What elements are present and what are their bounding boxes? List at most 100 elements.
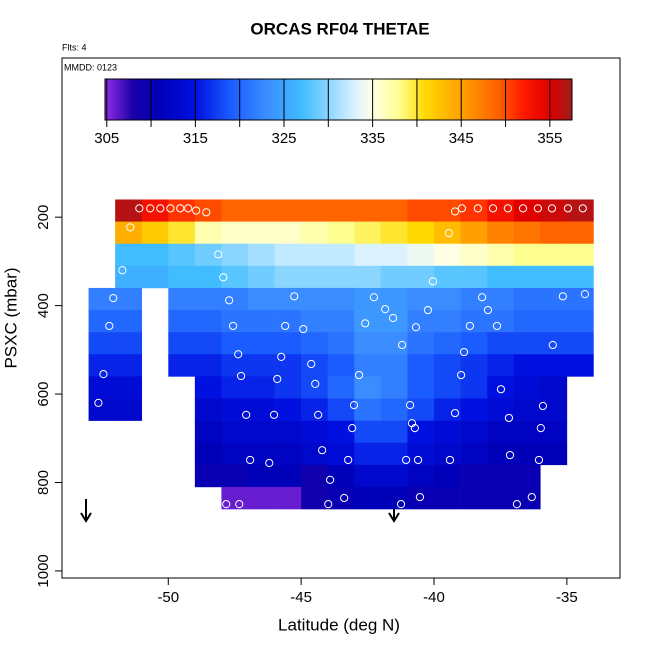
sample-point	[547, 204, 557, 213]
sample-point	[398, 340, 407, 350]
sample-point	[109, 294, 118, 303]
sample-point	[99, 370, 108, 379]
heatmap-cell	[168, 265, 196, 289]
heatmap-cell	[221, 442, 249, 466]
heatmap-cell	[248, 398, 275, 421]
heatmap-cell	[168, 354, 196, 377]
heatmap-cell	[194, 310, 222, 333]
sample-point	[415, 492, 425, 502]
sample-point	[413, 455, 423, 465]
sample-point	[265, 458, 274, 468]
heatmap-cell	[354, 442, 382, 466]
sample-point	[457, 370, 466, 380]
heatmap-cell	[407, 287, 435, 311]
y-tick-label: 800	[35, 470, 52, 495]
heatmap-cell	[354, 376, 382, 399]
heatmap-cell	[434, 221, 461, 245]
heatmap-cell	[487, 464, 515, 488]
y-tick-label: 200	[35, 205, 52, 230]
sample-point	[290, 292, 299, 301]
colorbar-tick-label: 355	[537, 130, 562, 147]
sample-point	[214, 250, 223, 259]
heatmap-cell	[274, 221, 302, 245]
sample-point	[457, 204, 466, 213]
heatmap-cell	[248, 420, 275, 443]
sample-point	[234, 350, 243, 359]
heatmap-cell	[168, 287, 196, 311]
sample-point	[281, 321, 290, 331]
sample-point	[450, 207, 460, 216]
sample-point	[118, 266, 127, 275]
heatmap-cell	[221, 243, 249, 267]
heatmap-cell	[327, 376, 355, 399]
sample-point	[222, 500, 231, 509]
heatmap-cell	[327, 354, 355, 377]
heatmap-cell	[513, 221, 541, 245]
heatmap-cell	[487, 287, 515, 311]
heatmap-cell	[115, 243, 143, 267]
heatmap-cell	[487, 442, 515, 466]
heatmap-cell	[327, 221, 355, 245]
sample-point	[235, 500, 244, 509]
heatmap-cell	[566, 265, 594, 289]
heatmap-cell	[327, 265, 355, 289]
heatmap-cell	[487, 221, 515, 245]
heatmap-cell	[566, 354, 594, 377]
heatmap-cell	[434, 287, 461, 311]
sample-point	[505, 450, 515, 460]
heatmap-cell	[194, 464, 222, 488]
heatmap-cell	[407, 376, 435, 399]
heatmap-cell	[380, 221, 408, 245]
heatmap-cell	[566, 287, 594, 311]
sample-point	[242, 410, 251, 419]
heatmap-cell	[460, 464, 488, 488]
heatmap-cell	[513, 354, 541, 377]
sample-point	[483, 305, 493, 315]
y-tick-label: 400	[35, 293, 52, 318]
sample-point	[410, 424, 419, 433]
sample-point	[166, 204, 175, 213]
sample-point	[135, 204, 144, 213]
heatmap-cell	[354, 310, 382, 333]
x-tick-label: -35	[556, 589, 578, 606]
sample-point	[402, 455, 411, 465]
sample-point	[445, 455, 455, 465]
x-tick-label: -40	[423, 589, 445, 606]
sample-point	[580, 290, 590, 299]
heatmap-cell	[487, 332, 515, 355]
heatmap-cell	[221, 398, 249, 421]
heatmap-cell	[434, 376, 461, 399]
heatmap-cell	[248, 376, 275, 399]
heatmap-cell	[221, 287, 249, 311]
heatmap-cell	[434, 310, 461, 333]
heatmap-cell	[566, 332, 594, 355]
heatmap-cell	[540, 332, 568, 355]
heatmap-cell	[540, 265, 568, 289]
colorbar-tick-label: 345	[449, 130, 474, 147]
heatmap-cell	[194, 287, 222, 311]
y-tick-label: 1000	[35, 554, 52, 587]
heatmap-cell	[327, 332, 355, 355]
heatmap-cell	[274, 199, 302, 222]
heatmap-cell	[460, 442, 488, 466]
heatmap-cell	[221, 464, 249, 488]
heatmap-cell	[380, 243, 408, 267]
heatmap-cell	[327, 243, 355, 267]
sample-point	[184, 204, 193, 213]
heatmap-cell	[540, 442, 568, 466]
heatmap-cell	[141, 199, 169, 222]
heatmap-cell	[434, 486, 461, 510]
heatmap-cell	[460, 199, 488, 222]
sample-point	[126, 223, 135, 232]
heatmap-cell	[460, 486, 488, 510]
heatmap-cell	[380, 420, 408, 443]
sample-point	[369, 293, 379, 302]
heatmap-cell	[194, 332, 222, 355]
heatmap-cell	[566, 243, 594, 267]
sample-point	[538, 401, 548, 411]
heatmap-cell	[380, 486, 408, 510]
heatmap-cell	[460, 376, 488, 399]
sample-point	[361, 319, 370, 328]
heatmap-cell	[221, 310, 249, 333]
sample-point	[518, 204, 528, 213]
